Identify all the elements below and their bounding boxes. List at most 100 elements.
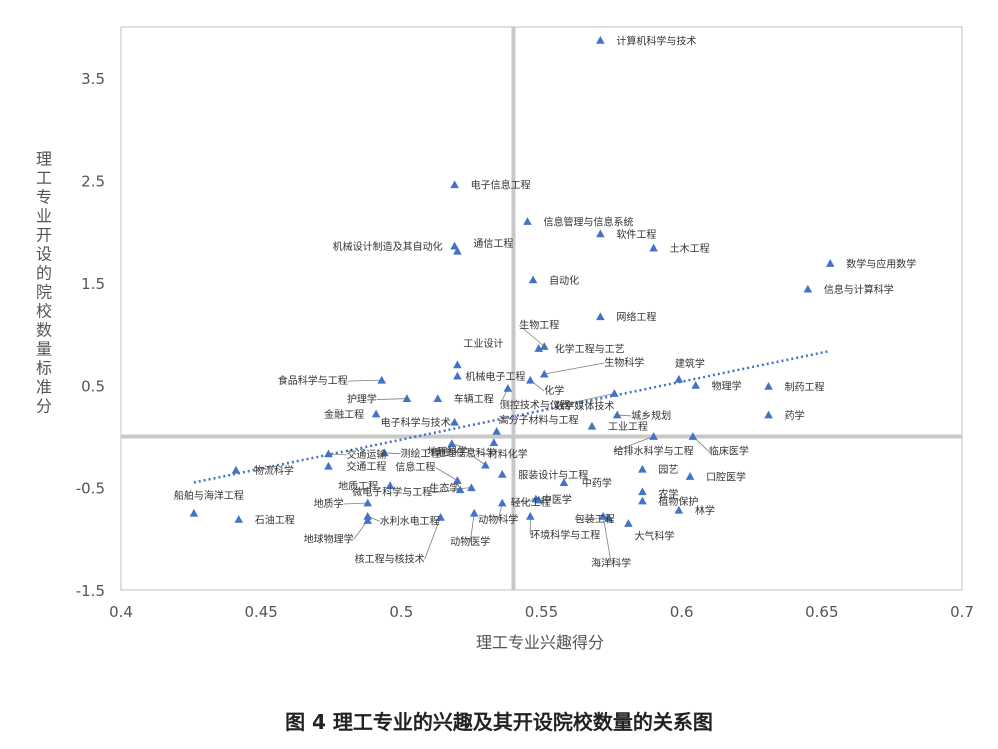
point-label: 物理学	[712, 379, 742, 392]
leader-line	[519, 325, 545, 347]
data-point	[691, 380, 700, 389]
leader-line	[376, 398, 407, 400]
data-point	[638, 464, 647, 473]
point-label: 地质学	[314, 497, 344, 510]
point-label: 工业工程	[608, 421, 648, 433]
point-label: 石油工程	[255, 513, 295, 526]
data-point	[525, 511, 535, 520]
point-label: 轻化工程	[511, 496, 551, 509]
data-point	[525, 375, 535, 384]
data-point	[503, 384, 513, 392]
data-points	[189, 36, 835, 527]
data-point	[685, 472, 695, 480]
y-tick-label: -1.5	[76, 582, 105, 600]
data-point	[453, 371, 462, 380]
data-point	[540, 342, 549, 350]
point-label: 测绘工程	[401, 447, 441, 460]
point-label: 农学	[658, 488, 678, 501]
data-point	[377, 375, 387, 384]
label-leader-lines	[328, 325, 710, 564]
point-label: 园艺	[658, 464, 678, 476]
point-label: 环境科学与工程	[530, 528, 600, 541]
point-label: 化学工程与工艺	[555, 342, 625, 355]
data-point	[540, 369, 549, 378]
data-point	[559, 478, 569, 486]
point-label: 信息与计算科学	[824, 283, 894, 296]
y-axis-title: 理工专业开设的院校数量标准分	[36, 150, 52, 416]
data-point	[234, 515, 244, 523]
point-label: 给排水科学与工程	[614, 444, 694, 457]
data-point	[492, 427, 501, 435]
data-point	[803, 284, 813, 293]
leader-line	[467, 451, 486, 466]
plot-area	[120, 26, 963, 591]
point-label: 生物科学	[604, 356, 644, 369]
point-label: 信息管理与信息系统	[543, 215, 633, 228]
data-point	[528, 275, 538, 284]
point-label: 高分子材料与工程	[499, 413, 579, 426]
data-point	[638, 487, 647, 496]
x-tick-label: 0.6	[670, 603, 694, 621]
data-point	[649, 243, 658, 252]
point-label: 土木工程	[670, 242, 710, 255]
leader-line	[424, 517, 441, 560]
point-label: 工业设计	[463, 337, 503, 350]
data-point	[453, 246, 462, 255]
point-label: 交通工程	[346, 460, 386, 473]
x-tick-label: 0.5	[389, 603, 413, 621]
data-point	[523, 217, 532, 225]
point-label: 金融工程	[324, 408, 364, 421]
leader-line	[343, 502, 368, 505]
point-label: 船舶与海洋工程	[174, 489, 244, 502]
point-label: 微电子科学与工程	[352, 486, 432, 499]
data-point	[481, 460, 490, 469]
data-point	[380, 448, 389, 457]
point-label: 植物保护	[658, 495, 698, 508]
leader-line	[328, 453, 347, 456]
y-tick-label: 3.5	[81, 70, 105, 88]
y-axis-ticks: 3.5 2.5 1.5 0.5 -0.5 -1.5	[76, 70, 105, 600]
data-point	[612, 410, 622, 419]
point-label: 软件工程	[616, 228, 656, 241]
point-label: 网络工程	[616, 311, 656, 324]
point-label: 自动化	[549, 274, 579, 287]
point-label: 大气科学	[634, 529, 674, 542]
data-point	[385, 481, 395, 490]
point-label: 电子科学与技术	[381, 416, 451, 429]
data-point	[231, 465, 241, 474]
data-point	[649, 432, 658, 440]
data-point	[604, 514, 614, 522]
point-label: 中药学	[582, 477, 612, 490]
data-point	[764, 410, 773, 419]
point-label: 动物科学	[478, 513, 518, 526]
data-point	[450, 417, 459, 426]
point-label: 食品科学与工程	[278, 374, 348, 387]
point-label: 数字媒体技术	[554, 399, 614, 412]
data-point	[324, 461, 333, 470]
data-point	[596, 229, 605, 238]
data-point	[610, 389, 619, 397]
data-point	[455, 485, 465, 494]
leader-line	[451, 443, 488, 456]
leader-line	[432, 489, 461, 494]
point-label: 地质工程	[338, 480, 378, 493]
data-point	[363, 498, 372, 507]
data-point	[825, 259, 835, 267]
data-point	[433, 394, 443, 403]
point-label: 机械电子工程	[465, 370, 525, 383]
point-label: 动物医学	[450, 535, 490, 548]
data-point	[688, 432, 698, 440]
data-point	[596, 312, 605, 321]
y-tick-label: 1.5	[81, 275, 105, 293]
point-label: 通信工程	[473, 238, 513, 250]
y-tick-label: 2.5	[81, 173, 105, 191]
point-label: 药学	[785, 409, 805, 422]
point-label: 生态学	[429, 482, 459, 495]
point-label: 数学与应用数学	[846, 257, 916, 270]
x-tick-label: 0.65	[805, 603, 838, 621]
leader-line	[602, 516, 612, 564]
point-label: 信息工程	[395, 460, 435, 473]
x-axis-title: 理工专业兴趣得分	[476, 633, 604, 652]
data-point	[371, 409, 381, 418]
